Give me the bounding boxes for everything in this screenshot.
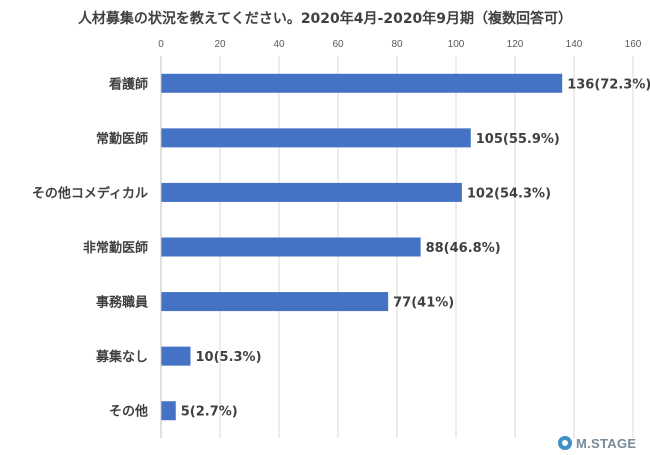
category-label: 事務職員 (96, 295, 148, 311)
x-tick-label: 20 (214, 39, 226, 50)
x-tick-label: 160 (625, 39, 642, 50)
data-label: 88(46.8%) (426, 241, 501, 256)
x-tick-label: 120 (507, 39, 524, 50)
data-label: 105(55.9%) (476, 132, 560, 147)
bar (161, 182, 462, 202)
x-tick-label: 80 (391, 39, 403, 50)
x-tick-label: 100 (448, 39, 465, 50)
category-label: その他 (109, 404, 148, 420)
chart-title: 人材募集の状況を教えてください。2020年4月-2020年9月期（複数回答可） (77, 11, 573, 27)
data-label: 5(2.7%) (181, 405, 238, 420)
x-tick-label: 60 (332, 39, 344, 50)
data-label: 10(5.3%) (196, 350, 262, 365)
bar (161, 346, 191, 366)
category-label: その他コメディカル (32, 185, 148, 201)
category-label: 非常勤医師 (83, 240, 148, 256)
bar (161, 292, 389, 312)
bar (161, 73, 563, 93)
category-label: 募集なし (95, 349, 148, 365)
data-label: 77(41%) (393, 296, 454, 311)
data-label: 136(72.3%) (567, 77, 650, 92)
logo-text: M.STAGE (576, 435, 637, 451)
bar (161, 128, 471, 148)
x-tick-label: 140 (566, 39, 583, 50)
x-tick-label: 40 (273, 39, 285, 50)
x-tick-label: 0 (158, 39, 164, 50)
category-label: 看護師 (109, 76, 148, 92)
bar (161, 401, 176, 421)
bar (161, 237, 421, 257)
category-label: 常勤医師 (96, 131, 148, 147)
data-label: 102(54.3%) (467, 186, 551, 201)
logo: M.STAGE (558, 433, 636, 453)
logo-mark-icon (558, 436, 572, 450)
